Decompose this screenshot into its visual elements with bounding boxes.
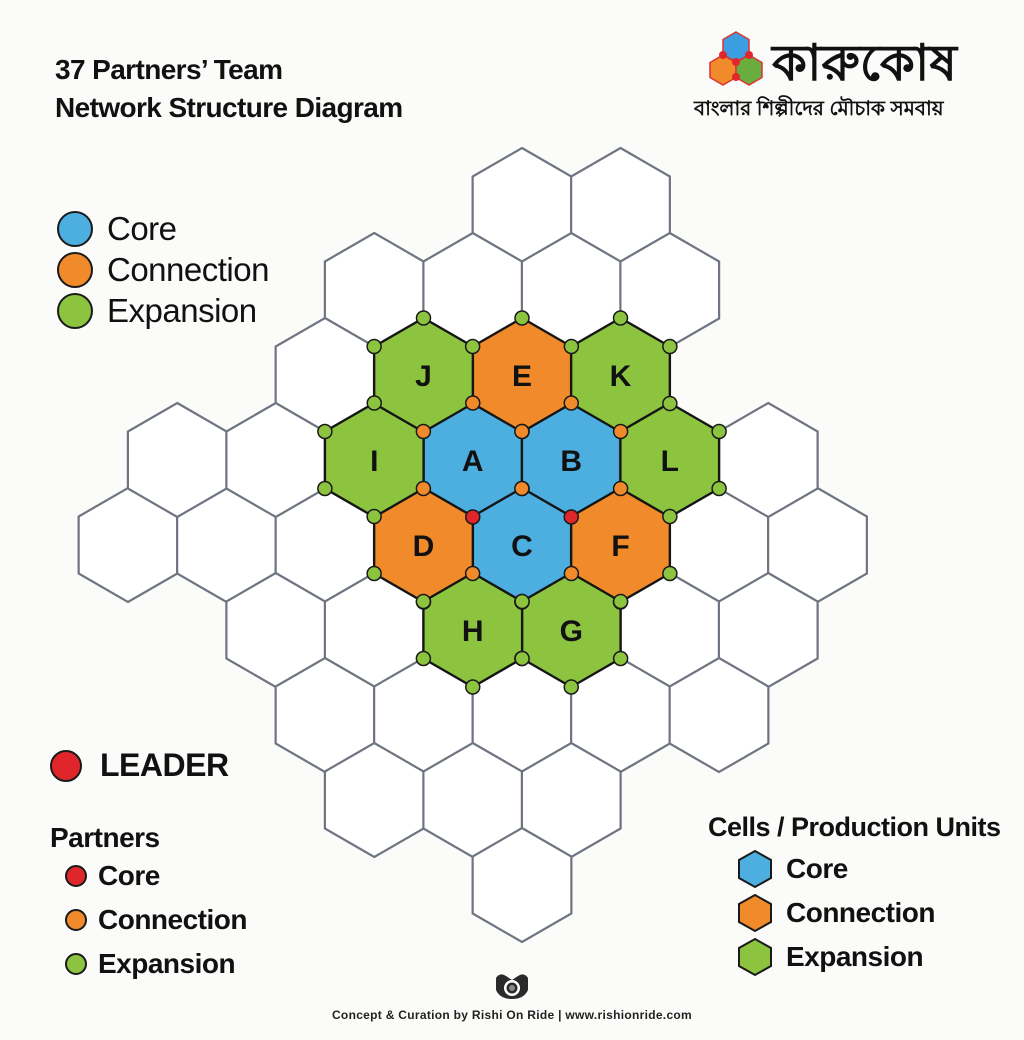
expansion-partner-node (366, 508, 382, 525)
legend-label: Expansion (786, 941, 924, 972)
logo: কারুকোষ বাংলার শিল্পীদের মৌচাক সমবায় (694, 28, 1004, 128)
logo-name: কারুকোষ (772, 35, 957, 91)
legend-label: Connection (107, 250, 269, 288)
connection-partner-node (415, 480, 432, 497)
cell-label: J (415, 360, 432, 393)
partners-legend-title: Partners (50, 822, 160, 853)
partners-legend: Partners Core Connection Expansion (50, 822, 248, 986)
partner-item-expansion: Expansion (65, 942, 247, 986)
cell-type-legend: Core Connection Expansion (57, 208, 269, 331)
leader-dot-icon (50, 749, 82, 782)
leader-label: LEADER (100, 747, 229, 783)
expansion-partner-node (612, 650, 629, 667)
partner-item-connection: Connection (65, 898, 248, 942)
expansion-partner-node (514, 310, 530, 326)
empty-cell (471, 826, 573, 944)
connection-partner-node (514, 423, 530, 440)
cell-label: F (611, 530, 629, 563)
cell-item-connection: Connection (736, 891, 1001, 935)
camera-lens-icon (496, 974, 528, 999)
connection-hex-icon (738, 893, 772, 933)
expansion-partner-node (563, 338, 580, 355)
legend-item-connection: Connection (57, 249, 269, 290)
core-partner-dot-icon (65, 865, 87, 887)
cell-label: G (560, 615, 583, 648)
leader-legend: LEADER (50, 747, 229, 784)
cells-legend: Cells / Production Units Core Connection… (708, 812, 1001, 979)
connection-partner-node (612, 480, 629, 497)
core-hex-icon (738, 849, 772, 889)
connection-partner-dot-icon (65, 909, 87, 931)
cell-label: H (462, 615, 484, 648)
legend-label: Expansion (98, 948, 236, 979)
expansion-partner-node (662, 508, 678, 525)
expansion-partner-node (563, 679, 579, 695)
logo-hex-icon (709, 31, 763, 86)
expansion-partner-node (317, 423, 333, 440)
expansion-partner-node (464, 338, 481, 355)
expansion-partner-node (366, 565, 382, 582)
expansion-partner-node (662, 565, 678, 582)
cell-label: D (413, 530, 435, 563)
legend-item-expansion: Expansion (57, 290, 269, 331)
legend-label: Connection (786, 897, 936, 928)
connection-partner-node (514, 480, 530, 497)
expansion-partner-node (366, 395, 382, 411)
connection-partner-node (465, 395, 481, 411)
legend-label: Core (107, 209, 177, 247)
cell-label: I (370, 445, 378, 478)
expansion-partner-node (514, 593, 530, 610)
cells-legend-title: Cells / Production Units (708, 812, 1001, 842)
legend-label: Expansion (107, 291, 257, 329)
partner-item-core: Core (65, 854, 247, 898)
expansion-partner-node (465, 679, 481, 695)
expansion-partner-node (662, 395, 678, 412)
expansion-partner-node (415, 650, 432, 667)
core-partner-node (563, 509, 579, 525)
expansion-partner-node (711, 480, 727, 497)
core-partner-node (465, 509, 481, 525)
connection-partner-node (464, 565, 481, 582)
legend-label: Core (786, 853, 848, 884)
expansion-partner-node (711, 423, 727, 440)
expansion-partner-node (366, 338, 382, 355)
cell-label: K (610, 360, 632, 393)
connection-partner-node (612, 423, 629, 440)
core-circle-icon (57, 210, 93, 247)
expansion-partner-node (514, 650, 530, 667)
expansion-partner-node (317, 480, 333, 497)
cell-label: C (511, 530, 533, 563)
cell-item-core: Core (736, 847, 1001, 891)
legend-label: Core (98, 860, 160, 891)
cell-item-expansion: Expansion (736, 935, 1001, 979)
cell-label: E (512, 360, 532, 393)
expansion-partner-node (612, 310, 629, 326)
cell-label: B (560, 445, 582, 478)
connection-partner-node (563, 395, 579, 411)
expansion-partner-dot-icon (65, 953, 87, 975)
title-line-1: 37 Partners’ Team (55, 54, 283, 85)
footer-credit: Concept & Curation by Rishi On Ride | ww… (331, 1008, 693, 1022)
expansion-partner-node (415, 593, 432, 610)
legend-item-core: Core (57, 208, 269, 249)
cell-label: L (661, 445, 679, 478)
title-line-2: Network Structure Diagram (55, 92, 403, 123)
empty-cell (668, 656, 770, 774)
connection-circle-icon (57, 251, 93, 288)
cell-label: A (462, 445, 484, 478)
expansion-circle-icon (57, 292, 93, 329)
expansion-partner-node (662, 338, 678, 355)
expansion-partner-node (415, 310, 432, 326)
legend-label: Connection (98, 904, 248, 935)
expansion-hex-icon (738, 937, 772, 977)
connection-partner-node (563, 565, 580, 582)
expansion-partner-node (612, 593, 629, 610)
connection-partner-node (415, 423, 432, 440)
logo-tagline: বাংলার শিল্পীদের মৌচাক সমবায় (694, 98, 944, 120)
